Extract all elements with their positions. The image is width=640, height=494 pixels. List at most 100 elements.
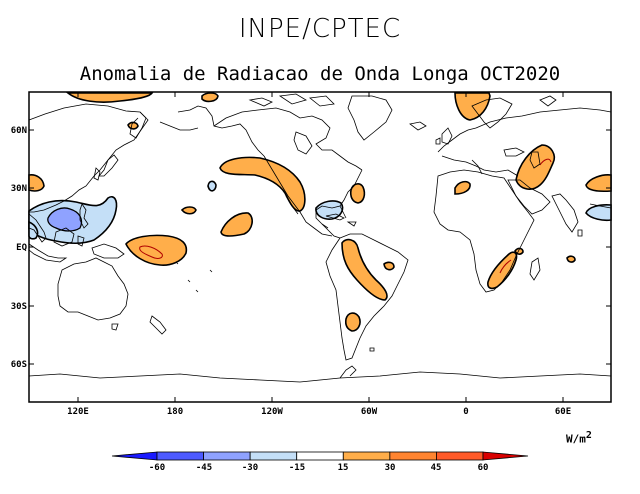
- colorbar-ticks: -60 -45 -30 -15 15 30 45 60: [149, 463, 489, 473]
- coast-se-asia-edge: [589, 203, 612, 209]
- coast-alaska: [177, 105, 265, 157]
- lon-label-180: 180: [167, 407, 183, 417]
- anomaly-n-pacific-patch: [180, 206, 197, 215]
- map-title: Anomalia de Radiacao de Onda Longa OCT20…: [79, 63, 561, 85]
- coast-arctic-islands: [248, 93, 335, 107]
- coast-korea: [93, 167, 101, 181]
- colorbar-segment: [249, 451, 298, 461]
- coastlines: [28, 93, 612, 383]
- coast-sri-lanka: [577, 229, 583, 237]
- colorbar-segment: [342, 451, 391, 461]
- coast-caspian-sea: [529, 151, 541, 169]
- core-w-pacific: [139, 245, 163, 259]
- colorbar-tick-m15: -15: [289, 463, 305, 473]
- lon-labels: 120E 180 120W 60W 0 60E: [67, 407, 571, 417]
- agency-title: INPE/CPTEC: [238, 14, 402, 44]
- positive-cores: [139, 158, 552, 274]
- colorbar-segment: [389, 451, 437, 461]
- map-area: [28, 92, 612, 383]
- core-s-africa: [499, 259, 512, 274]
- coast-philippines: [79, 203, 89, 229]
- coast-north-america-west: [263, 155, 333, 237]
- lat-label-60n: 60N: [11, 126, 27, 136]
- anomaly-n-pacific-small: [201, 92, 219, 103]
- coast-arctic-canada: [213, 107, 363, 171]
- anomaly-ne-pacific-band: [219, 156, 306, 212]
- anomaly-n-africa: [454, 180, 471, 195]
- coast-iceland: [409, 121, 427, 131]
- colorbar-arrow-low: [111, 451, 158, 461]
- coast-new-zealand: [149, 315, 167, 335]
- lat-label-30n: 30N: [11, 184, 27, 194]
- colorbar-tick-15: 15: [338, 463, 349, 473]
- coast-hudson-bay: [293, 131, 313, 155]
- anomaly-e-indian-ocean: [585, 204, 612, 222]
- coast-florida: [339, 205, 347, 219]
- colorbar-tick-60: 60: [478, 463, 489, 473]
- coast-madagascar: [529, 257, 541, 281]
- anomaly-w-pacific-equator: [125, 234, 188, 266]
- coast-japan: [98, 154, 119, 177]
- coast-java: [28, 243, 68, 263]
- lon-label-120w: 120W: [261, 407, 283, 417]
- anomaly-brazil-small: [383, 261, 395, 271]
- coast-south-america: [325, 233, 409, 361]
- anomaly-argentina: [344, 312, 361, 332]
- coast-indochina: [28, 213, 47, 243]
- anomaly-caribbean: [315, 200, 344, 220]
- lon-label-60w: 60W: [361, 407, 378, 417]
- lat-ticks: [29, 129, 611, 365]
- colorbar-tick-30: 30: [385, 463, 396, 473]
- lat-label-eq: EQ: [16, 243, 27, 253]
- coast-novaya-zemlya: [539, 95, 557, 107]
- coast-new-guinea: [77, 235, 125, 259]
- coast-british-isles: [435, 127, 453, 145]
- core-maritime-continent: [47, 207, 83, 232]
- anomaly-hawaii-strip: [207, 180, 217, 192]
- coast-antarctica: [28, 371, 612, 383]
- lat-label-60s: 60S: [11, 360, 27, 370]
- coast-europe-mediterranean: [441, 155, 519, 177]
- anomaly-w-edge: [28, 220, 39, 240]
- coast-cuba: [325, 213, 345, 221]
- lon-label-0: 0: [463, 407, 468, 417]
- coast-europe-west: [437, 127, 477, 153]
- coast-east-asia: [28, 103, 149, 213]
- anomaly-indian-ocean: [566, 255, 576, 263]
- coast-italy: [471, 159, 483, 175]
- negative-cores: [47, 207, 83, 232]
- coast-antarctic-peninsula: [339, 365, 357, 379]
- core-middle-east: [539, 158, 552, 166]
- colorbar-unit: W/m2: [566, 430, 592, 446]
- coast-scandinavia: [471, 97, 513, 129]
- anomaly-amazon: [341, 238, 388, 301]
- coast-tasmania: [111, 323, 119, 331]
- coast-aleutians: [159, 121, 199, 131]
- coast-australia: [57, 257, 129, 321]
- anomaly-gulf-florida: [349, 183, 366, 204]
- colorbar-arrow-high: [482, 451, 529, 461]
- coast-central-america: [321, 223, 341, 239]
- coast-baja: [285, 195, 299, 215]
- colorbar-segment: [436, 451, 484, 461]
- coast-hispaniola: [346, 221, 357, 227]
- coast-falklands: [369, 347, 375, 352]
- coast-africa: [433, 169, 535, 293]
- coast-india: [551, 193, 579, 233]
- lon-ticks: [77, 92, 564, 402]
- colorbar-tick-m60: -60: [149, 463, 165, 473]
- colorbar-tick-45: 45: [431, 463, 442, 473]
- colorbar: [111, 451, 529, 461]
- coast-asia-north: [475, 107, 612, 129]
- colorbar-segment: [156, 451, 204, 461]
- coast-kamchatka: [129, 111, 147, 139]
- colorbar-tick-m30: -30: [242, 463, 258, 473]
- anomaly-central-pacific: [220, 212, 253, 237]
- coast-greenland: [347, 95, 393, 141]
- anomaly-w-europe: [28, 174, 45, 192]
- colorbar-segment: [296, 451, 344, 461]
- colorbar-unit-exponent: 2: [585, 430, 592, 441]
- lon-label-120e: 120E: [67, 407, 89, 417]
- anomaly-e-asia-edge: [585, 174, 612, 193]
